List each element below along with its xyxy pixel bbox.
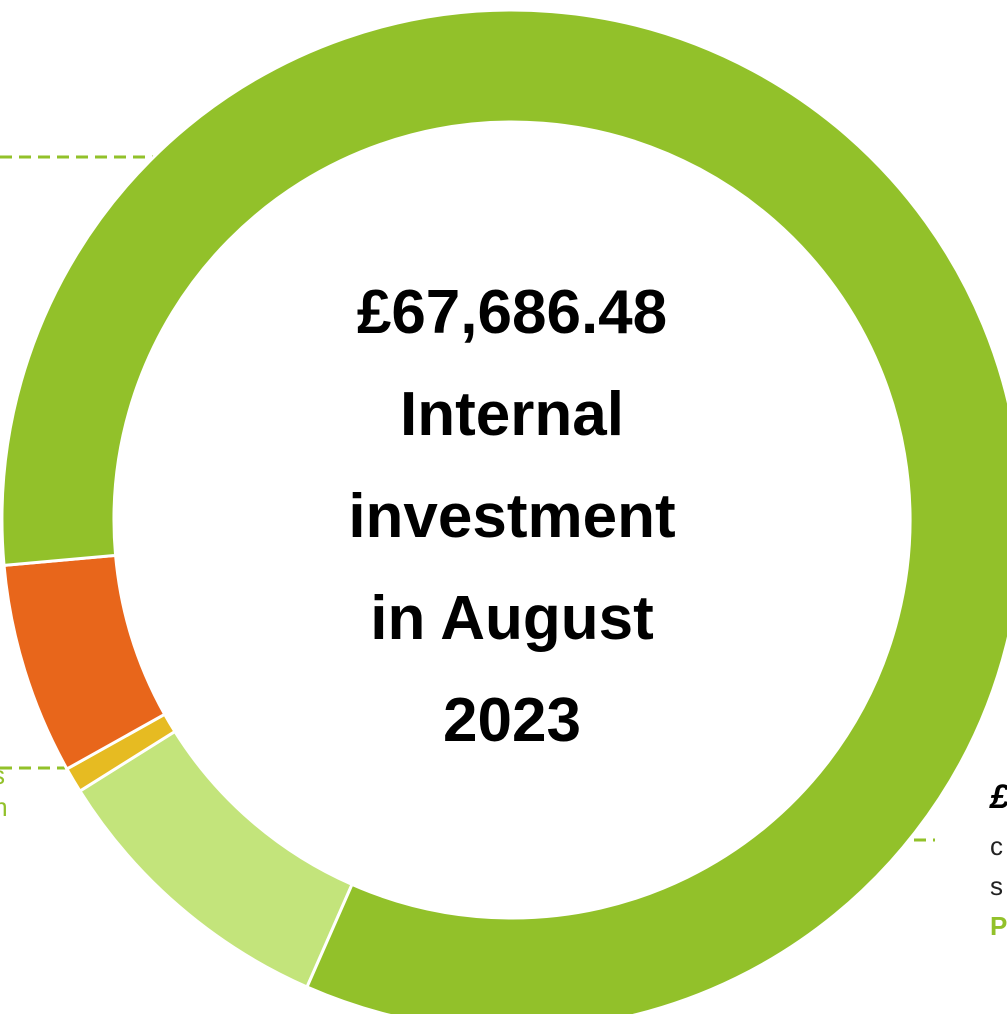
center-label: £67,686.48 Internal investment in August 202…	[348, 278, 675, 755]
annotation: s	[0, 760, 5, 790]
segment	[77, 729, 355, 989]
center-text: £67,686.48	[357, 278, 667, 347]
segments	[0, 8, 1007, 1014]
center-text: in August	[370, 584, 654, 653]
segment	[0, 8, 1007, 1014]
annotation: P	[990, 911, 1007, 941]
annotation: m	[0, 792, 8, 822]
center-text: 2023	[443, 686, 581, 755]
annotation: £	[989, 778, 1007, 816]
center-text: Internal	[400, 380, 624, 449]
center-text: investment	[348, 482, 675, 551]
annotation: s	[990, 871, 1003, 901]
annotation: c	[990, 831, 1003, 861]
